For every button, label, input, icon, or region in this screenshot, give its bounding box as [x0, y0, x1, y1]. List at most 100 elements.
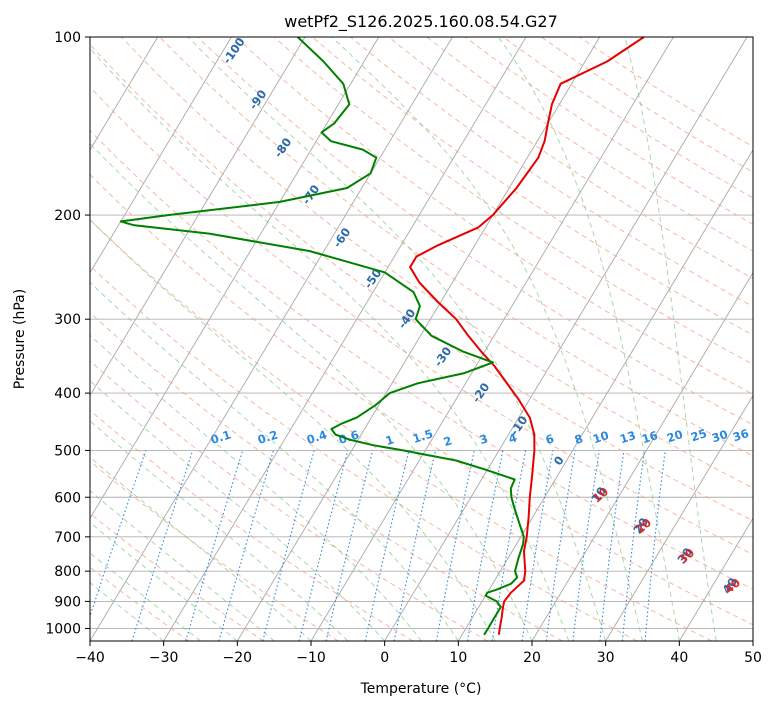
moist-adiabat-line	[90, 521, 238, 641]
x-tick-label: 50	[744, 650, 762, 666]
moist-adiabat-line	[90, 456, 312, 641]
dry-adiabat-line	[235, 37, 753, 395]
y-tick-label: 1000	[45, 621, 81, 637]
dry-adiabat-line	[90, 129, 753, 590]
dry-adiabats	[90, 37, 753, 641]
chart-title: wetPf2_S126.2025.160.08.54.G27	[284, 12, 558, 32]
mixing-ratio-line	[599, 450, 625, 641]
y-tick-label: 700	[54, 530, 81, 546]
dry-adiabat-line	[90, 173, 753, 626]
dry-adiabat-line	[90, 360, 488, 641]
x-tick-label: −10	[296, 650, 326, 666]
moist-adiabat-line	[90, 47, 570, 641]
x-tick-label: 40	[670, 650, 688, 666]
mixing-ratio-line	[466, 450, 504, 641]
mixing-ratio-label: 0.2	[256, 427, 280, 447]
mixing-ratio-line	[325, 450, 374, 641]
mixing-ratio-line	[364, 450, 410, 641]
moist-adiabat-line	[497, 37, 680, 641]
mixing-ratio-label: 3	[478, 431, 490, 447]
moist-adiabat-line	[187, 37, 607, 641]
mixing-ratio-line	[572, 450, 600, 641]
mixing-ratio-label: 36	[731, 426, 751, 444]
mixing-ratio-line	[185, 450, 244, 641]
temperature-profile-line	[409, 37, 645, 635]
moist-adiabat-line	[90, 380, 386, 641]
dry-adiabat-line	[541, 37, 753, 173]
mixing-ratio-label: 6	[544, 431, 556, 447]
mixing-ratio-line	[545, 450, 576, 641]
mixing-ratio-line	[491, 450, 527, 641]
isotherm-line	[90, 37, 232, 274]
mixing-ratio-label: 1	[384, 432, 396, 448]
dry-adiabat-line	[273, 37, 753, 365]
x-axis-title: Temperature (°C)	[360, 681, 482, 697]
mixing-ratio-label: 16	[640, 428, 660, 446]
y-tick-label: 800	[54, 564, 81, 580]
mixing-ratio-line	[90, 450, 147, 618]
moist-adiabat-line	[90, 420, 349, 641]
mixing-ratio-line	[298, 450, 349, 641]
moist-adiabats	[90, 37, 717, 641]
mixing-ratio-label: 10	[591, 428, 611, 446]
mixing-ratio-label: 0.1	[209, 427, 233, 447]
plot-frame	[89, 36, 754, 642]
moist-adiabat-line	[90, 490, 275, 641]
y-tick-label: 300	[54, 312, 81, 328]
x-tick-label: 10	[449, 650, 467, 666]
mixing-ratio-label: 20	[665, 427, 685, 445]
dry-adiabat-line	[121, 37, 753, 489]
moist-adiabat-line	[90, 581, 164, 641]
isotherm-line	[90, 37, 306, 397]
mixing-ratio-label: 13	[618, 428, 638, 446]
isotherm-line	[457, 149, 753, 641]
mixing-ratio-line	[521, 450, 554, 641]
mixing-ratio-label: 4	[507, 430, 519, 446]
x-tick-label: −40	[75, 650, 105, 666]
isotherm-line	[384, 37, 748, 641]
dry-adiabat-line	[350, 37, 753, 308]
isotherm-line	[163, 37, 527, 641]
y-tick-label: 500	[54, 443, 81, 459]
x-tick-label: 20	[523, 650, 541, 666]
mixing-ratio-label: 0.6	[337, 427, 361, 447]
mixing-ratio-line	[131, 450, 194, 641]
dry-adiabat-line	[90, 312, 563, 641]
moist-adiabat-line	[90, 142, 533, 641]
dry-adiabat-line	[197, 37, 753, 426]
mixing-ratio-label: 0.4	[305, 427, 329, 447]
x-tick-label: −30	[149, 650, 179, 666]
isotherm-line	[531, 271, 753, 641]
dry-adiabat-line	[90, 512, 264, 641]
moist-adiabat-line	[90, 552, 201, 641]
isotherm-line	[90, 37, 453, 641]
isotherm-line	[90, 37, 380, 520]
mixing-ratio-line	[435, 450, 475, 641]
mixing-ratio-line	[218, 450, 275, 641]
dry-adiabat-line	[90, 86, 753, 556]
dry-adiabat-line	[579, 37, 753, 148]
plot-area: -100-90-80-70-60-50-40-30-20-10010203040…	[90, 37, 753, 641]
mixing-ratio-label: 2	[442, 433, 454, 449]
y-tick-label: 400	[54, 386, 81, 402]
x-tick-label: 0	[380, 650, 389, 666]
mixing-ratio-label: 1.5	[411, 426, 435, 446]
mixing-ratio-line	[393, 450, 437, 641]
mixing-ratio-label: 25	[689, 426, 709, 444]
dewpoint-profile-line	[119, 37, 525, 636]
dry-adiabat-line	[388, 37, 753, 280]
dry-adiabat-line	[90, 43, 753, 522]
mixing-ratio-line	[262, 450, 315, 641]
moist-adiabat-line	[90, 218, 496, 641]
moist-adiabat-line	[90, 334, 422, 641]
dry-adiabat-line	[159, 37, 753, 457]
y-tick-label: 600	[54, 490, 81, 506]
y-tick-label: 100	[54, 30, 81, 46]
x-axis: −40 −30 −20 −10 0 10 20 30 40 50	[75, 641, 762, 666]
profile-series	[119, 37, 645, 636]
y-tick-label: 900	[54, 594, 81, 610]
mixing-ratio-lines	[90, 450, 666, 641]
y-tick-label: 200	[54, 208, 81, 224]
